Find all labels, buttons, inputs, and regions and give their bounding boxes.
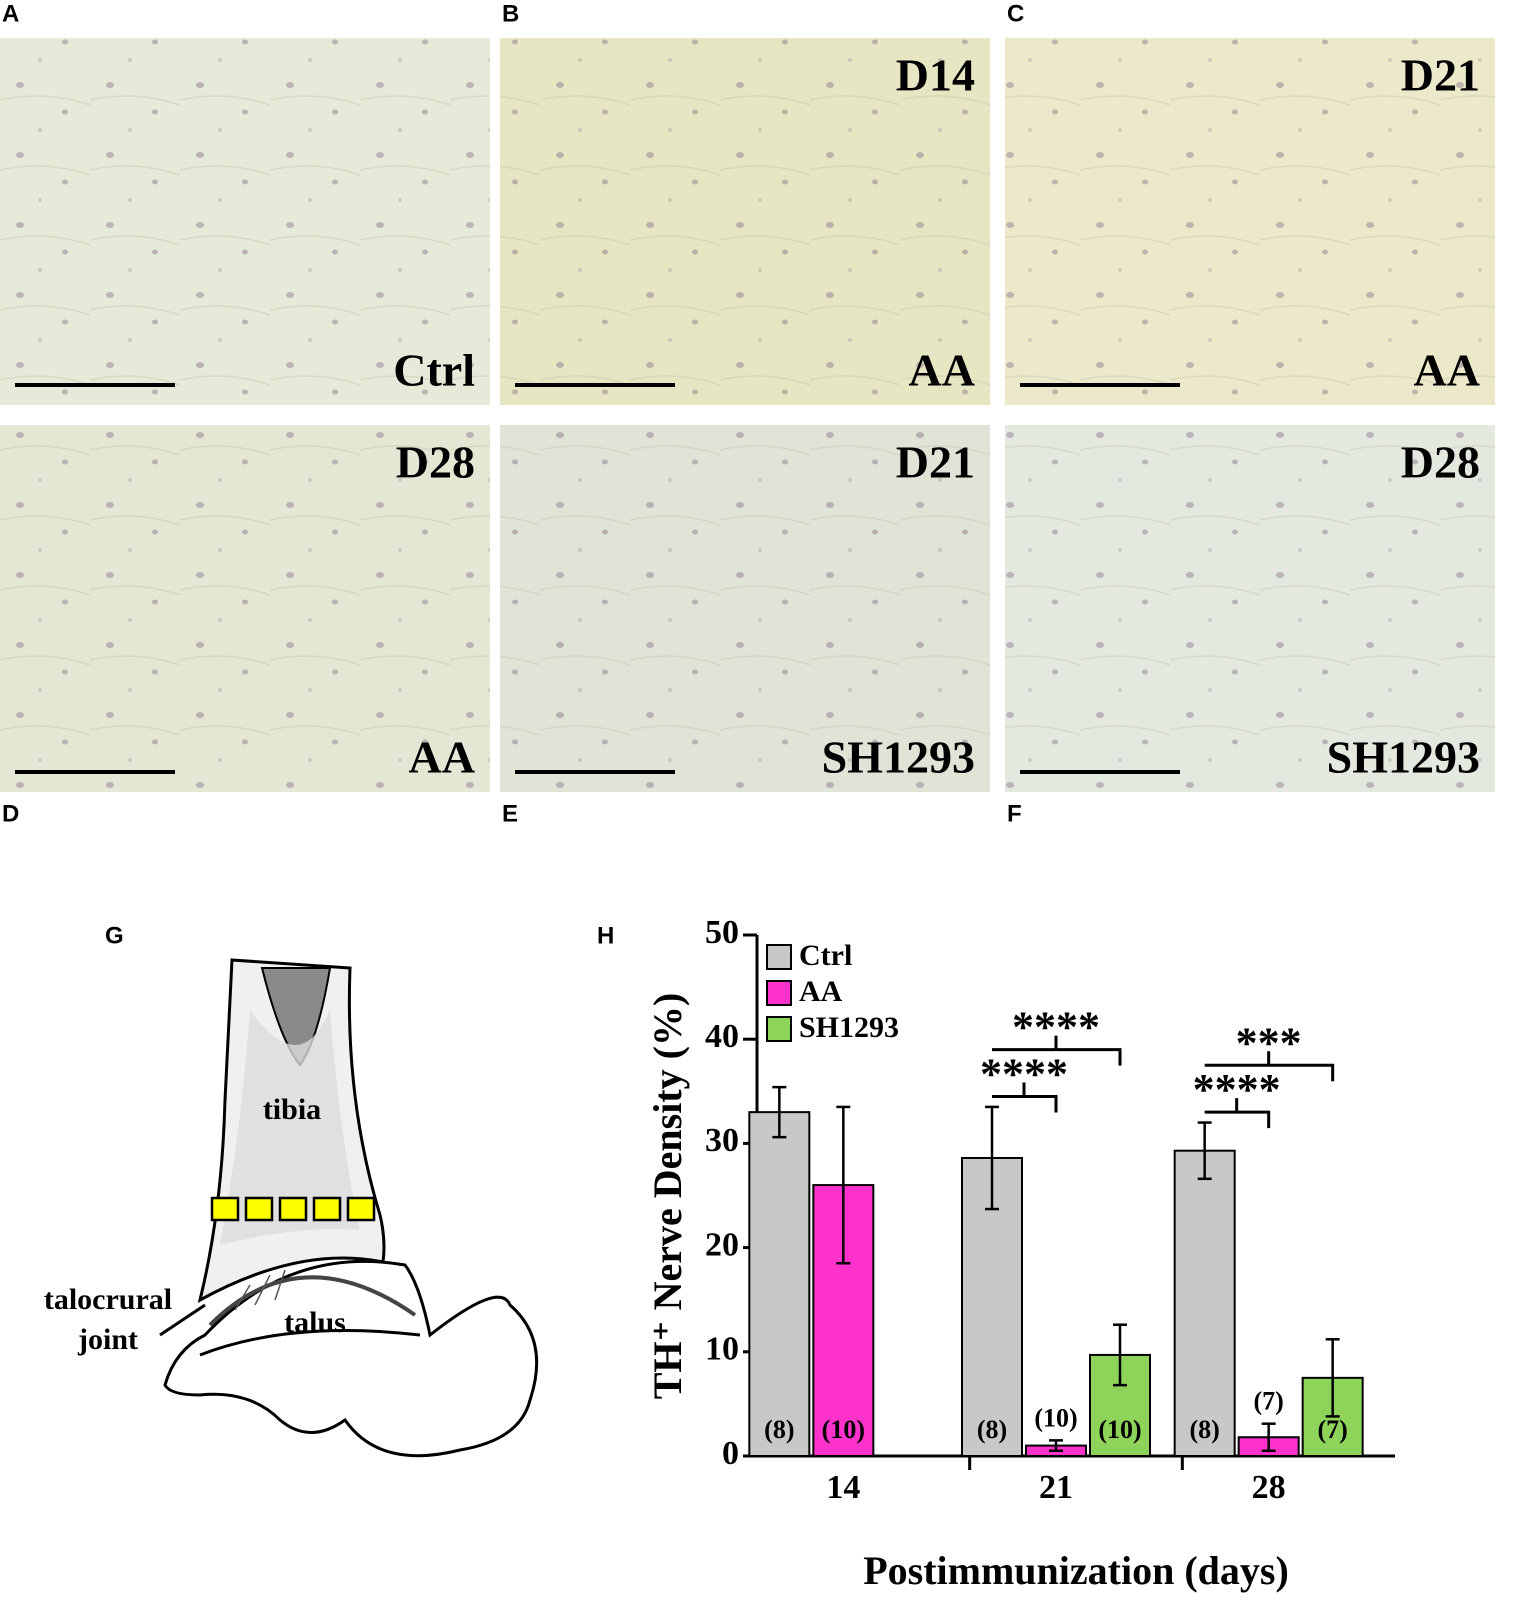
panel-letter: B (502, 0, 519, 27)
panel-label: SH1293 (822, 732, 975, 783)
n-label: (10) (822, 1415, 865, 1444)
n-label: (8) (764, 1415, 794, 1444)
micrograph-texture (0, 38, 490, 405)
diagram-label: talus (284, 1306, 346, 1339)
significance-label: *** (1236, 1018, 1302, 1067)
significance-label: **** (1012, 1003, 1100, 1052)
x-tick-label: 14 (826, 1469, 860, 1506)
y-tick-label: 20 (705, 1226, 739, 1263)
x-tick-label: 21 (1039, 1469, 1073, 1506)
significance-bracket (992, 1035, 1122, 1066)
panel-label: Ctrl (393, 345, 475, 396)
y-tick-label: 0 (722, 1435, 739, 1472)
bar (748, 1111, 811, 1457)
diagram-label: tibia (263, 1093, 321, 1126)
bar-chart: H TH⁺ Nerve Density (%) Postimmunization… (597, 914, 1395, 1593)
n-label: (8) (977, 1415, 1007, 1444)
micrograph-texture (1005, 38, 1495, 405)
y-tick-label: 30 (705, 1122, 739, 1159)
micrograph-texture (0, 425, 490, 792)
diagram-label: joint (77, 1323, 138, 1356)
n-label: (7) (1318, 1415, 1348, 1444)
diagram-label: talocrural (44, 1283, 172, 1316)
panel-letter: E (502, 800, 518, 827)
legend-label: AA (799, 975, 843, 1008)
panel-label: D21 (1401, 50, 1480, 101)
legend-swatch (766, 944, 792, 970)
panel-label: AA (1414, 345, 1480, 396)
micrographs: A Ctrl B D14 AA C D21 AA D D28 AA E D21 SH1293 F D28 SH1… (0, 0, 1495, 827)
panel-letter: G (105, 922, 124, 949)
panel-label: SH1293 (1327, 732, 1480, 783)
panel-letter: H (597, 922, 614, 949)
panel-label: D21 (896, 437, 975, 488)
micrograph-texture (500, 38, 990, 405)
panel-letter: F (1007, 800, 1022, 827)
significance-bracket (1204, 1098, 1271, 1129)
legend-swatch (766, 980, 792, 1006)
n-label: (10) (1034, 1403, 1077, 1432)
significance-label: **** (1193, 1065, 1281, 1114)
panel-letter: C (1007, 0, 1024, 27)
y-tick-label: 40 (705, 1018, 739, 1055)
x-tick-label: 28 (1252, 1469, 1286, 1506)
significance-label: **** (980, 1050, 1068, 1099)
micrograph-texture (1005, 425, 1495, 792)
y-tick-label: 10 (705, 1331, 739, 1368)
panel-label: AA (909, 345, 975, 396)
legend-label: Ctrl (799, 939, 852, 972)
n-label: (8) (1190, 1415, 1220, 1444)
panel-letter: D (2, 800, 19, 827)
panel-label: D14 (896, 50, 975, 101)
panel-label: D28 (1401, 437, 1480, 488)
x-axis-title: Postimmunization (days) (863, 1548, 1289, 1593)
legend-swatch (766, 1016, 792, 1042)
legend-label: SH1293 (799, 1011, 899, 1044)
significance-bracket (992, 1082, 1058, 1113)
panel-label: D28 (396, 437, 475, 488)
significance-bracket (1204, 1051, 1335, 1082)
bar (1173, 1149, 1236, 1457)
diagram: G tibia talus talocrural joint (44, 922, 539, 1458)
micrograph-texture (500, 425, 990, 792)
panel-letter: A (2, 0, 19, 27)
panel-label: AA (409, 732, 475, 783)
y-tick-label: 50 (705, 914, 739, 951)
n-label: (7) (1254, 1387, 1284, 1416)
n-label: (10) (1098, 1415, 1141, 1444)
y-axis-title: TH⁺ Nerve Density (%) (645, 993, 690, 1400)
